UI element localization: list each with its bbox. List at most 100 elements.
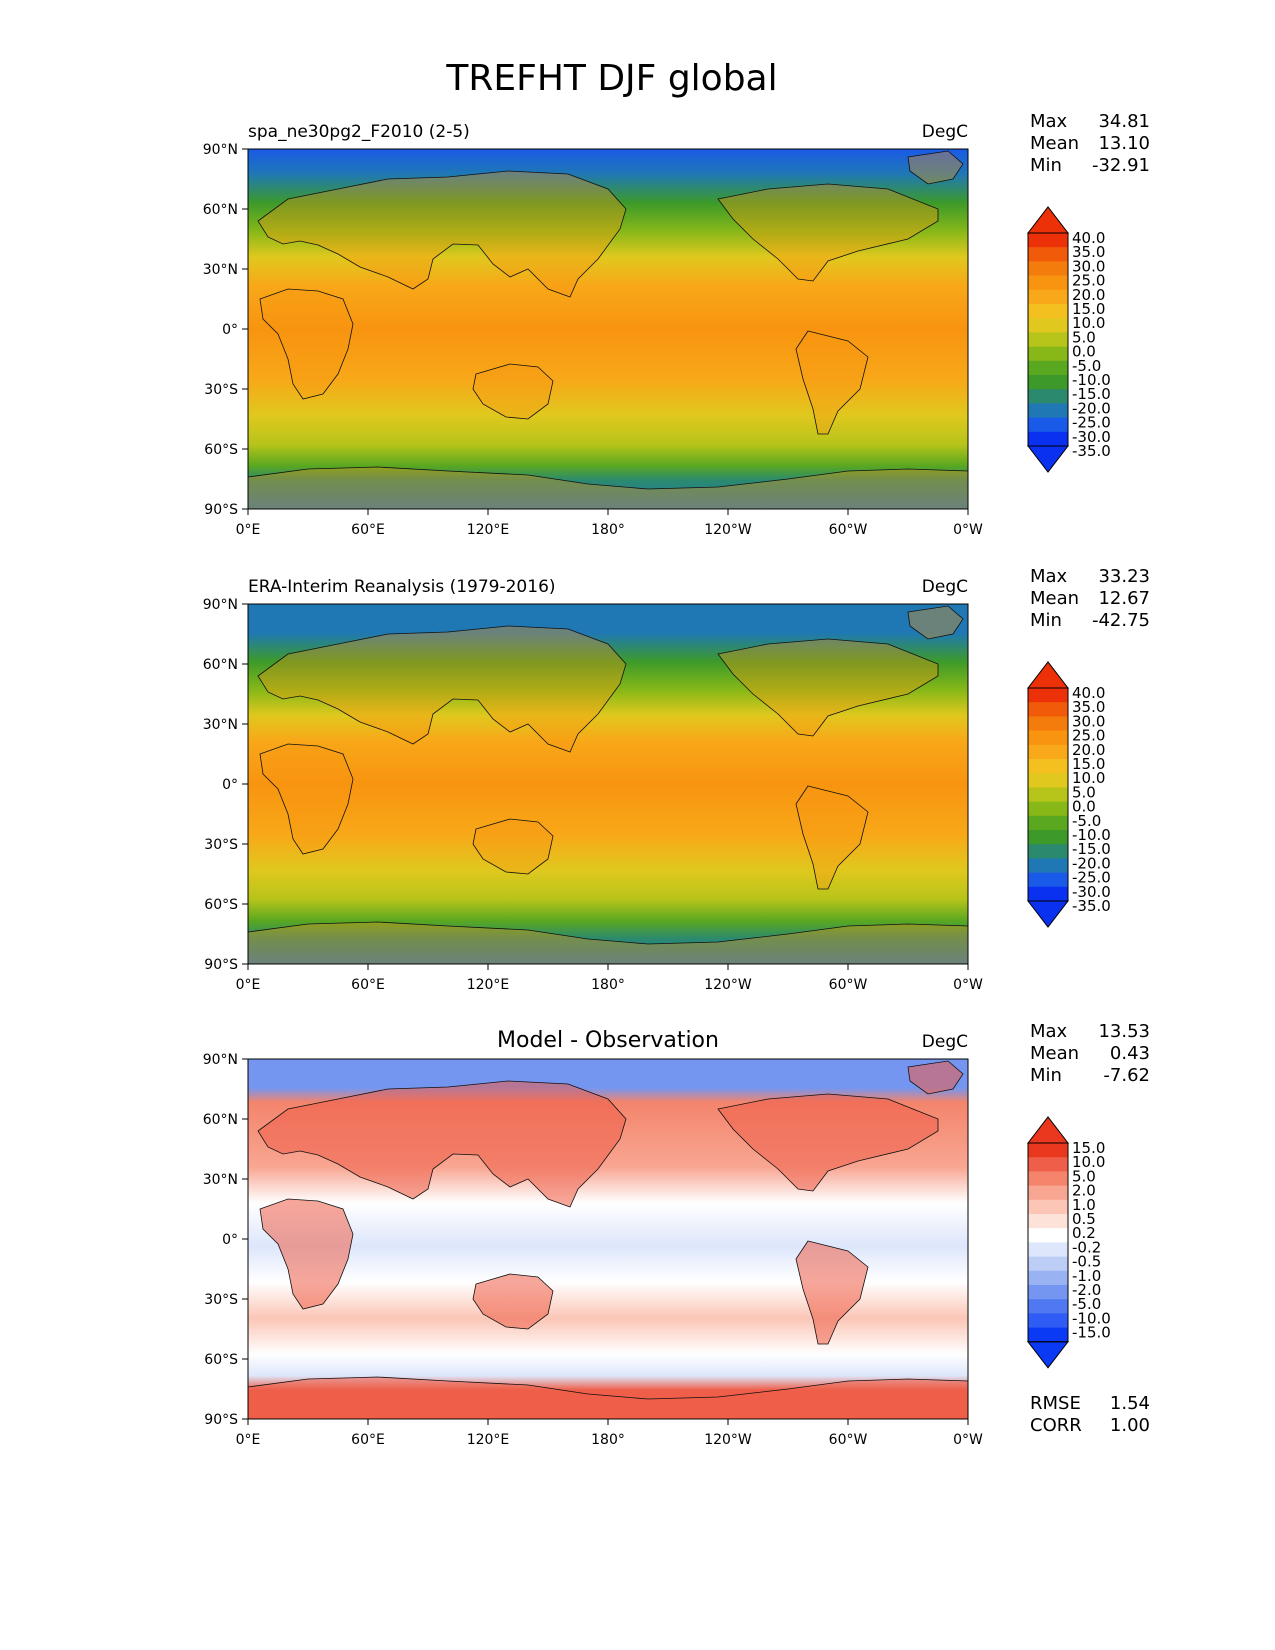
colorbar-label: -30.0 xyxy=(1072,428,1111,446)
stat-label-mean: Mean xyxy=(1030,1043,1079,1064)
colorbar-label: -20.0 xyxy=(1072,854,1111,872)
colorbar-extend-max xyxy=(1026,661,1070,689)
units-label: DegC xyxy=(922,577,968,597)
colorbar-segment xyxy=(1028,1327,1068,1343)
lon-tick-label: 60°E xyxy=(351,522,385,538)
colorbar-label: -25.0 xyxy=(1072,414,1111,432)
lon-tick-label: 0°E xyxy=(236,1432,261,1448)
lon-tick-label: 60°W xyxy=(829,977,868,993)
lon-tick-label: 0°W xyxy=(953,1432,983,1448)
colorbar-label: 35.0 xyxy=(1072,243,1105,261)
colorbar-segment xyxy=(1028,332,1068,348)
colorbar-label: 0.2 xyxy=(1072,1224,1096,1242)
colorbar-segment xyxy=(1028,375,1068,390)
colorbar-label: -20.0 xyxy=(1072,399,1111,417)
map-panel-difference: Model - Observation DegC 90°N 60°N 30°N 0° 30°… xyxy=(203,1021,1150,1448)
lon-tick-label: 60°E xyxy=(351,977,385,993)
colorbar-frame xyxy=(1027,687,1069,902)
stat-value-min: -32.91 xyxy=(1092,155,1150,176)
lat-tick-label: 30°S xyxy=(204,837,238,853)
colorbar-segment xyxy=(1028,233,1068,248)
lat-tick-label: 30°S xyxy=(204,382,238,398)
colorbar-label: 0.0 xyxy=(1072,798,1096,816)
map-panel-reference: ERA-Interim Reanalysis (1979-2016) DegC 90… xyxy=(203,566,1150,993)
colorbar-label: 25.0 xyxy=(1072,272,1105,290)
colorbar-label: -5.0 xyxy=(1072,812,1101,830)
colorbar-segment xyxy=(1028,886,1068,902)
colorbar-label: 25.0 xyxy=(1072,727,1105,745)
lat-tick-label: 90°S xyxy=(204,957,238,973)
colorbar-segment xyxy=(1028,858,1068,874)
stat-value-min: -7.62 xyxy=(1103,1065,1150,1086)
colorbar-extend-max xyxy=(1026,1116,1070,1144)
colorbar-label: -25.0 xyxy=(1072,869,1111,887)
colorbar-label: -35.0 xyxy=(1072,442,1111,460)
colorbar-segment xyxy=(1028,773,1068,788)
colorbar-extend-max xyxy=(1026,206,1070,234)
colorbar-label: -10.0 xyxy=(1072,371,1111,389)
colorbar-segment xyxy=(1028,787,1068,803)
lat-tick-label: 90°N xyxy=(203,597,238,613)
colorbar-label: 10.0 xyxy=(1072,314,1105,332)
colorbar-label: -10.0 xyxy=(1072,826,1111,844)
panel-title: Model - Observation xyxy=(497,1028,719,1053)
stat-label-mean: Mean xyxy=(1030,133,1079,154)
colorbar-segment xyxy=(1028,360,1068,376)
lon-tick-label: 180° xyxy=(591,977,625,993)
colorbar-segment xyxy=(1028,431,1068,447)
stat-value-max: 13.53 xyxy=(1098,1021,1150,1042)
stat-label-rmse: RMSE xyxy=(1030,1393,1081,1414)
colorbar-label: 20.0 xyxy=(1072,286,1105,304)
lat-tick-label: 60°S xyxy=(204,442,238,458)
lat-tick-label: 90°S xyxy=(204,1412,238,1428)
colorbar-label: -0.5 xyxy=(1072,1253,1101,1271)
colorbar-extend-min xyxy=(1026,1341,1070,1369)
colorbar-segment xyxy=(1028,815,1068,831)
map-panel-test: spa_ne30pg2_F2010 (2-5) DegC 90°N 60°N 30°N 0… xyxy=(203,111,1150,538)
colorbar-reference: 40.035.030.025.020.015.010.05.00.0-5.0-1… xyxy=(1026,661,1111,928)
lat-tick-label: 0° xyxy=(222,322,238,338)
lon-tick-label: 0°W xyxy=(953,522,983,538)
colorbar-label: 5.0 xyxy=(1072,1167,1096,1185)
colorbar-segment xyxy=(1028,304,1068,319)
lon-tick-label: 120°E xyxy=(467,522,510,538)
colorbar-segment xyxy=(1028,1299,1068,1314)
stat-value-mean: 12.67 xyxy=(1098,588,1150,609)
colorbar-segment xyxy=(1028,1214,1068,1229)
colorbar-segment xyxy=(1028,1256,1068,1272)
stat-label-max: Max xyxy=(1030,1021,1068,1042)
lon-tick-label: 0°E xyxy=(236,522,261,538)
colorbar-label: -30.0 xyxy=(1072,883,1111,901)
colorbar-label: -1.0 xyxy=(1072,1267,1101,1285)
stat-label-max: Max xyxy=(1030,566,1068,587)
colorbar-segment xyxy=(1028,289,1068,305)
colorbar-segment xyxy=(1028,1171,1068,1187)
lon-tick-label: 60°W xyxy=(829,522,868,538)
units-label: DegC xyxy=(922,122,968,142)
lat-tick-label: 0° xyxy=(222,1232,238,1248)
colorbar-segment xyxy=(1028,1285,1068,1300)
lon-tick-label: 60°E xyxy=(351,1432,385,1448)
colorbar-label: -0.2 xyxy=(1072,1238,1101,1256)
lat-tick-label: 90°N xyxy=(203,1052,238,1068)
stat-label-mean: Mean xyxy=(1030,588,1079,609)
stat-value-rmse: 1.54 xyxy=(1110,1393,1150,1414)
colorbar-segment xyxy=(1028,346,1068,362)
stat-value-min: -42.75 xyxy=(1092,610,1150,631)
colorbar-segment xyxy=(1028,1199,1068,1215)
colorbar-label: 30.0 xyxy=(1072,712,1105,730)
lon-tick-label: 0°W xyxy=(953,977,983,993)
units-label: DegC xyxy=(922,1032,968,1052)
colorbar-frame xyxy=(1027,232,1069,447)
lat-tick-label: 0° xyxy=(222,777,238,793)
colorbar-difference: 15.010.05.02.01.00.50.2-0.2-0.5-1.0-2.0-… xyxy=(1026,1116,1111,1369)
colorbar-label: 40.0 xyxy=(1072,684,1105,702)
colorbar-label: 1.0 xyxy=(1072,1196,1096,1214)
colorbar-label: 5.0 xyxy=(1072,328,1096,346)
colorbar-label: 35.0 xyxy=(1072,698,1105,716)
lat-tick-label: 30°N xyxy=(203,1172,238,1188)
lat-tick-label: 30°N xyxy=(203,717,238,733)
colorbar-segment xyxy=(1028,830,1068,845)
colorbar-segment xyxy=(1028,403,1068,419)
colorbar-label: 40.0 xyxy=(1072,229,1105,247)
